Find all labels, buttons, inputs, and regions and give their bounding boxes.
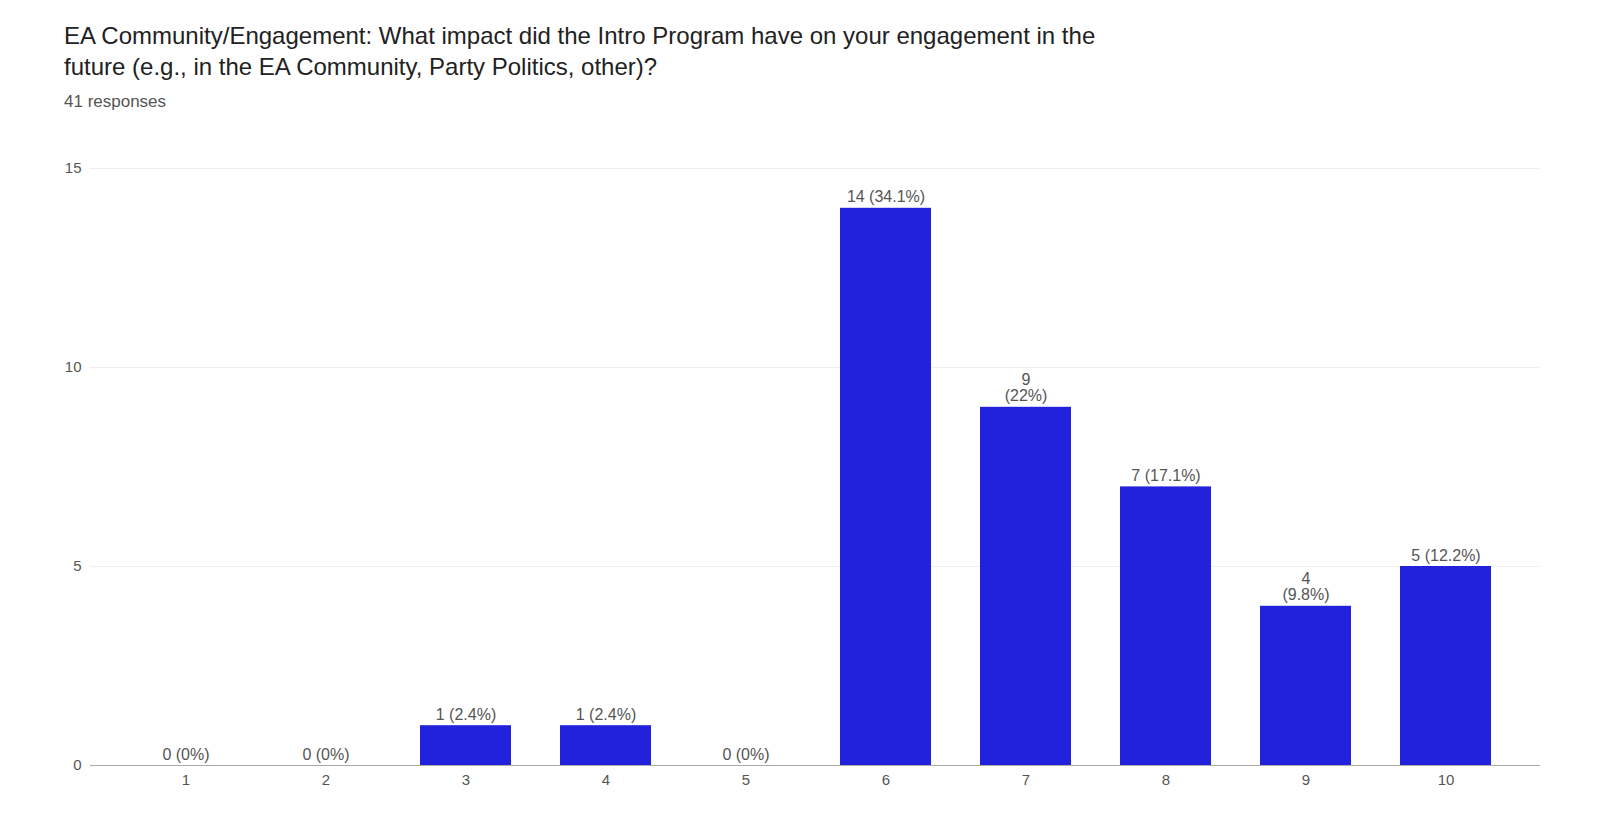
svg-text:1 (2.4%): 1 (2.4%) bbox=[436, 706, 496, 723]
svg-text:5: 5 bbox=[742, 772, 750, 789]
svg-text:7 (17.1%): 7 (17.1%) bbox=[1131, 467, 1200, 484]
svg-text:0 (0%): 0 (0%) bbox=[302, 746, 349, 763]
svg-text:3: 3 bbox=[462, 772, 470, 789]
svg-text:4(9.8%): 4(9.8%) bbox=[1282, 571, 1329, 604]
svg-text:9(22%): 9(22%) bbox=[1005, 372, 1048, 405]
svg-text:9: 9 bbox=[1302, 772, 1310, 789]
html-text:41 responses: 41 responses bbox=[64, 92, 167, 112]
html-text:EA Community/Engagement: What: EA Community/Engagement: What impact did… bbox=[64, 22, 1096, 81]
svg-text:10: 10 bbox=[1438, 772, 1455, 789]
svg-text:1: 1 bbox=[182, 772, 190, 789]
svg-text:2: 2 bbox=[322, 772, 330, 789]
svg-text:5: 5 bbox=[73, 558, 81, 575]
svg-text:7: 7 bbox=[1022, 772, 1030, 789]
svg-text:0 (0%): 0 (0%) bbox=[722, 746, 769, 763]
svg-text:5 (12.2%): 5 (12.2%) bbox=[1411, 547, 1480, 564]
svg-text:6: 6 bbox=[882, 772, 890, 789]
svg-text:10: 10 bbox=[65, 359, 82, 376]
svg-text:0: 0 bbox=[73, 757, 81, 774]
svg-text:8: 8 bbox=[1162, 772, 1170, 789]
svg-text:15: 15 bbox=[65, 160, 82, 177]
svg-text:14 (34.1%): 14 (34.1%) bbox=[847, 189, 925, 206]
svg-text:1 (2.4%): 1 (2.4%) bbox=[576, 706, 636, 723]
svg-text:0 (0%): 0 (0%) bbox=[162, 746, 209, 763]
svg-text:4: 4 bbox=[602, 772, 610, 789]
